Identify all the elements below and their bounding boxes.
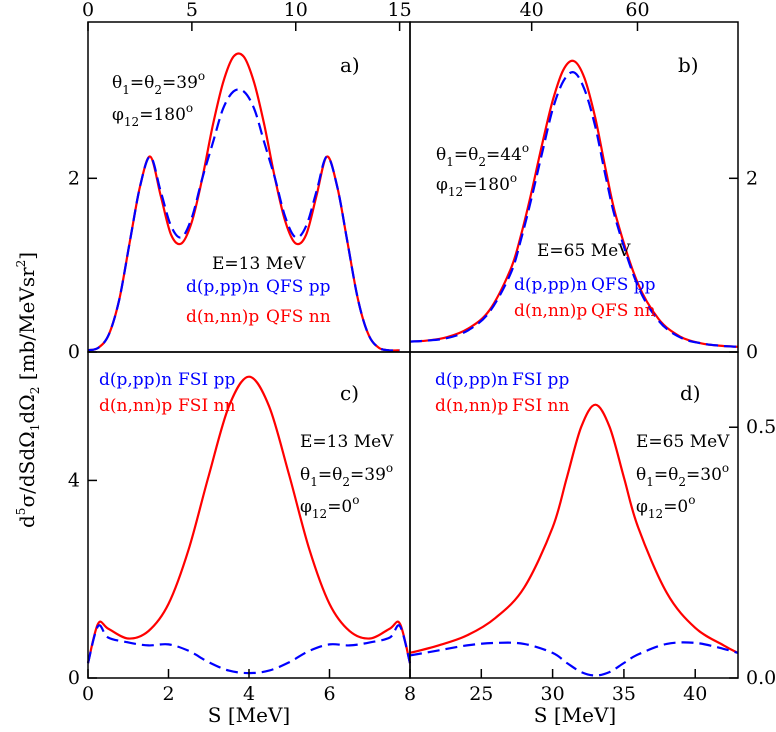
panel-d-series-blue-dashed xyxy=(409,641,739,677)
panel-a-legend-blue-reaction: d(p,pp)n xyxy=(186,277,259,297)
panel-a-left-tick-label: 2 xyxy=(68,167,80,189)
panel-b-energy: E=65 MeV xyxy=(537,241,631,261)
panel-d-bottom-tick-label: 30 xyxy=(541,683,565,705)
panel-b-legend-blue-config: QFS pp xyxy=(591,275,656,295)
panel-d: 25 30 35 40 0.0 0.5 d) d(p,pp)n FSI pp d(n,nn… xyxy=(409,351,776,705)
panel-a-series-blue-dashed xyxy=(87,88,400,352)
panel-c-legend-red-config: FSI nn xyxy=(178,396,236,416)
panel-c-bottom-tick-label: 4 xyxy=(243,683,255,705)
panel-b-series-blue-dashed xyxy=(409,71,739,348)
panel-d-frame xyxy=(409,351,739,679)
panel-b-legend-red-reaction: d(n,nn)p xyxy=(514,301,587,321)
panel-d-legend-blue-config: FSI pp xyxy=(512,370,569,390)
panel-d-label: d) xyxy=(680,381,701,405)
panel-a-top-tick-label: 0 xyxy=(82,0,94,21)
panel-d-legend-blue-reaction: d(p,pp)n xyxy=(435,370,508,390)
panel-b-curves xyxy=(409,59,739,348)
panel-d-ticks: 25 30 35 40 0.0 0.5 xyxy=(469,416,776,705)
panel-d-legend-red-config: FSI nn xyxy=(512,396,570,416)
panel-b: 40 60 0 2 b) θ1=θ2=44o φ12=180o E=65 MeV d(… xyxy=(409,0,759,363)
panel-c-bottom-tick-label: 0 xyxy=(82,683,94,705)
panel-c-angle: θ1=θ2=39o xyxy=(300,461,393,489)
panel-d-legend-red-reaction: d(n,nn)p xyxy=(435,396,508,416)
panel-d-bottom-tick-label: 25 xyxy=(469,683,493,705)
panel-b-legend-blue-reaction: d(p,pp)n xyxy=(514,275,587,295)
panel-a-ticks: 0 5 10 15 0 2 xyxy=(68,0,412,363)
panel-b-right-tick-label: 0 xyxy=(746,341,758,363)
panel-a-legend-red-config: QFS nn xyxy=(266,307,331,327)
panel-d-angle: θ1=θ2=30o xyxy=(636,461,729,489)
panel-b-phi: φ12=180o xyxy=(436,171,517,199)
panel-b-top-tick-label: 40 xyxy=(520,0,544,21)
panel-d-right-tick-label: 0.0 xyxy=(746,667,776,689)
panel-c-legend-blue-config: FSI pp xyxy=(178,370,235,390)
panel-b-top-tick-label: 60 xyxy=(625,0,649,21)
panel-c-series-red-solid xyxy=(86,375,412,664)
panel-b-right-tick-label: 2 xyxy=(746,167,758,189)
panel-a-phi: φ12=180o xyxy=(112,101,193,129)
panel-c-legend-red-reaction: d(n,nn)p xyxy=(99,396,172,416)
panel-c-ticks: 0 2 4 6 8 0 4 xyxy=(68,469,416,705)
panel-a-angle: θ1=θ2=39o xyxy=(112,69,205,97)
panel-d-bottom-tick-label: 40 xyxy=(683,683,707,705)
panel-c-bottom-tick-label: 8 xyxy=(404,683,416,705)
panel-a-curves xyxy=(87,52,400,352)
panel-d-energy: E=65 MeV xyxy=(636,432,730,452)
panel-a-legend-blue-config: QFS pp xyxy=(266,277,331,297)
panel-d-x-axis-title: S [MeV] xyxy=(534,703,616,727)
panel-c-bottom-tick-label: 2 xyxy=(162,683,174,705)
panel-c-left-tick-label: 4 xyxy=(68,469,80,491)
panel-c-left-tick-label: 0 xyxy=(68,667,80,689)
panel-a-energy: E=13 MeV xyxy=(212,254,306,274)
panel-c-x-axis-title: S [MeV] xyxy=(208,703,290,727)
panel-c-bottom-tick-label: 6 xyxy=(323,683,335,705)
panel-d-right-tick-label: 0.5 xyxy=(746,416,776,438)
panel-c-energy: E=13 MeV xyxy=(300,432,394,452)
panel-b-ticks: 40 60 0 2 xyxy=(520,0,759,363)
panel-c-phi: φ12=0o xyxy=(300,493,359,521)
panel-b-label: b) xyxy=(678,53,699,77)
panel-b-legend-red-config: QFS nn xyxy=(591,301,656,321)
panel-d-curves xyxy=(409,403,739,677)
panel-c-legend-blue-reaction: d(p,pp)n xyxy=(99,370,172,390)
panel-a-series-red-solid xyxy=(87,52,400,352)
panel-a-left-tick-label: 0 xyxy=(68,341,80,363)
panel-d-series-red-solid xyxy=(409,403,739,654)
panel-d-bottom-tick-label: 35 xyxy=(612,683,636,705)
panel-d-phi: φ12=0o xyxy=(636,493,695,521)
panel-a-top-tick-label: 10 xyxy=(284,0,308,21)
panel-a-legend-red-reaction: d(n,nn)p xyxy=(186,307,259,327)
panel-c-label: c) xyxy=(340,381,359,405)
panel-a-label: a) xyxy=(340,53,360,77)
panel-c: 0 2 4 6 8 0 4 c) d(p,pp)n FSI pp d(n,nn)p FSI … xyxy=(68,351,416,705)
shared-y-axis-label: d5σ/dSdΩ1dΩ2 [mb/MeVsr2] xyxy=(14,252,42,528)
panel-b-series-red-solid xyxy=(409,59,739,348)
panel-a-top-tick-label: 5 xyxy=(186,0,198,21)
panel-b-angle: θ1=θ2=44o xyxy=(436,141,529,169)
panel-a-top-tick-label: 15 xyxy=(388,0,412,21)
